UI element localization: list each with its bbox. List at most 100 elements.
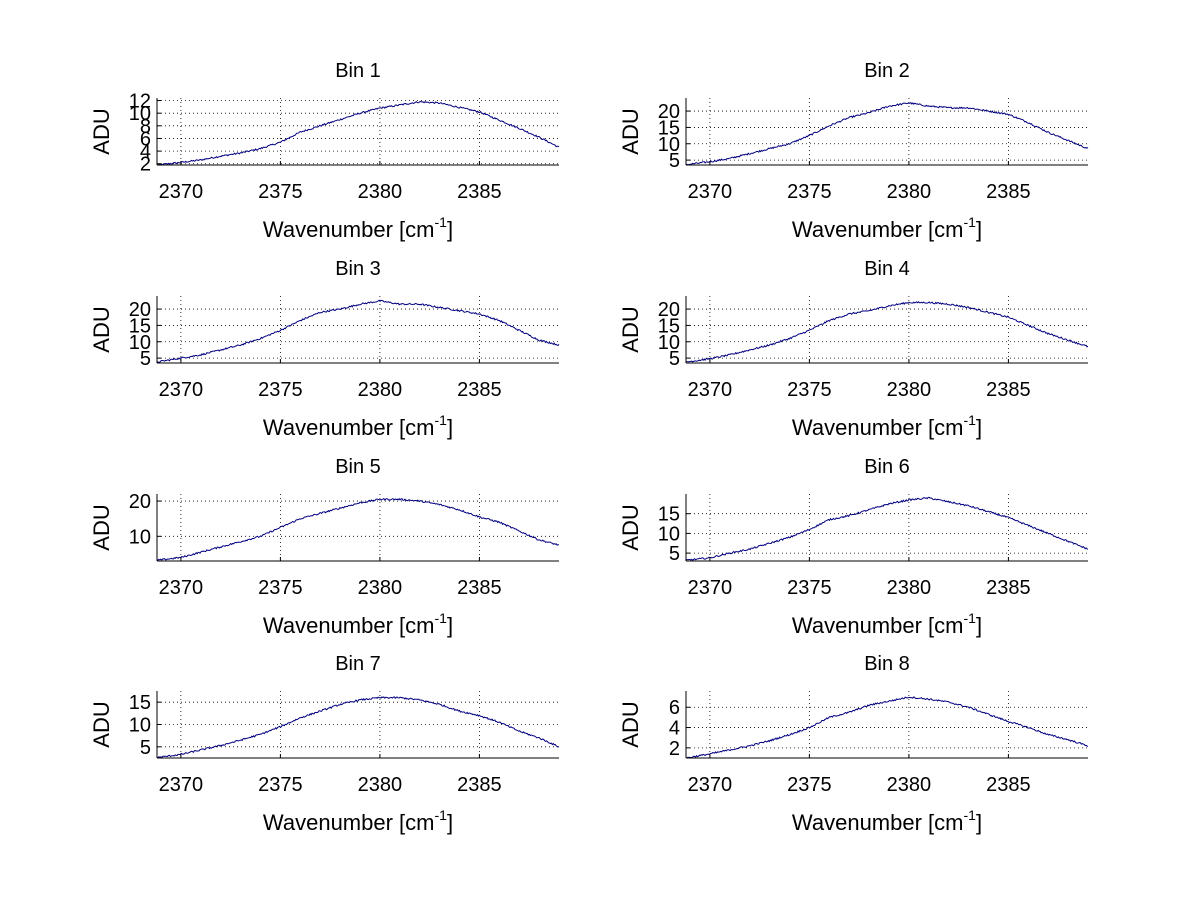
y-tick-label: 15 [658, 117, 680, 139]
panel-title: Bin 8 [864, 653, 910, 675]
x-tick-label: 2370 [688, 774, 733, 796]
series-line [685, 102, 1089, 166]
panel-title: Bin 4 [864, 258, 910, 280]
x-axis-label-text: Wavenumber [cm [792, 415, 964, 440]
x-axis-label: Wavenumber [cm-1] [263, 214, 453, 242]
y-axis-label: ADU [618, 701, 643, 747]
y-axis-label: ADU [89, 108, 114, 154]
x-axis-label-superscript: -1 [964, 412, 977, 428]
x-axis-label: Wavenumber [cm-1] [263, 807, 453, 835]
panel-title: Bin 2 [864, 60, 910, 82]
x-tick-label: 2375 [787, 577, 832, 599]
x-axis-label-suffix: ] [976, 810, 982, 835]
y-tick-label: 6 [140, 128, 151, 150]
x-tick-label: 2380 [358, 181, 403, 203]
panel-bin-5: Bin 5 2370 2375 2380 2385 10 20 ADU Wavenumber [… [89, 456, 560, 638]
y-axis-label: ADU [618, 108, 643, 154]
panel-title: Bin 7 [335, 653, 381, 675]
x-axis-label-text: Wavenumber [cm [263, 415, 435, 440]
x-tick-label: 2380 [887, 181, 932, 203]
y-axis-label: ADU [89, 306, 114, 352]
x-tick-label: 2375 [787, 774, 832, 796]
panel-title: Bin 6 [864, 456, 910, 478]
y-tick-label: 5 [669, 348, 680, 370]
x-tick-label: 2375 [787, 379, 832, 401]
x-axis-label: Wavenumber [cm-1] [792, 807, 982, 835]
y-tick-label: 15 [129, 692, 151, 714]
series-line [685, 301, 1089, 363]
x-axis-label-superscript: -1 [964, 214, 977, 230]
y-tick-label: 15 [129, 315, 151, 337]
y-tick-label: 5 [140, 348, 151, 370]
y-axis-label: ADU [89, 504, 114, 550]
x-tick-label: 2380 [358, 774, 403, 796]
x-tick-label: 2380 [887, 774, 932, 796]
series-line [686, 696, 1089, 759]
x-axis-label-text: Wavenumber [cm [792, 810, 964, 835]
y-tick-label: 20 [658, 101, 680, 123]
x-tick-label: 2385 [457, 181, 502, 203]
x-tick-label: 2385 [986, 379, 1031, 401]
x-axis-label-superscript: -1 [435, 412, 448, 428]
x-tick-label: 2375 [258, 181, 303, 203]
y-tick-label: 2 [669, 738, 680, 760]
x-axis-label: Wavenumber [cm-1] [263, 610, 453, 638]
x-axis-label-suffix: ] [447, 217, 453, 242]
x-axis-label-superscript: -1 [964, 610, 977, 626]
x-axis-label-text: Wavenumber [cm [792, 217, 964, 242]
series-line [156, 100, 560, 166]
x-axis-label-suffix: ] [447, 810, 453, 835]
y-tick-label: 10 [658, 523, 680, 545]
x-axis-label-suffix: ] [976, 415, 982, 440]
x-axis-label-superscript: -1 [964, 807, 977, 823]
x-tick-label: 2370 [688, 181, 733, 203]
y-axis-label: ADU [89, 701, 114, 747]
y-tick-label: 20 [129, 491, 151, 513]
x-tick-label: 2375 [258, 774, 303, 796]
x-axis-label: Wavenumber [cm-1] [263, 412, 453, 440]
x-tick-label: 2385 [457, 774, 502, 796]
y-tick-label: 5 [669, 543, 680, 565]
series-line [156, 497, 560, 561]
y-tick-label: 6 [669, 697, 680, 719]
y-tick-label: 5 [140, 737, 151, 759]
y-tick-label: 10 [658, 332, 680, 354]
y-tick-label: 20 [658, 299, 680, 321]
x-axis-label-superscript: -1 [435, 214, 448, 230]
x-tick-label: 2385 [986, 774, 1031, 796]
x-tick-label: 2370 [159, 774, 204, 796]
x-tick-label: 2385 [457, 577, 502, 599]
x-tick-label: 2385 [986, 577, 1031, 599]
y-tick-label: 2 [140, 154, 151, 176]
x-axis-label-text: Wavenumber [cm [263, 613, 435, 638]
x-axis-label-superscript: -1 [435, 807, 448, 823]
x-tick-label: 2380 [887, 379, 932, 401]
y-tick-label: 8 [140, 116, 151, 138]
x-tick-label: 2370 [159, 379, 204, 401]
x-axis-label-text: Wavenumber [cm [263, 810, 435, 835]
panel-bin-8: Bin 8 2370 2375 2380 2385 246 ADU Wavenumber [c… [618, 653, 1089, 835]
y-tick-label: 10 [658, 134, 680, 156]
y-tick-label: 5 [669, 150, 680, 172]
x-axis-label-text: Wavenumber [cm [792, 613, 964, 638]
y-tick-label: 15 [658, 315, 680, 337]
y-tick-label: 15 [658, 504, 680, 526]
y-tick-label: 20 [129, 299, 151, 321]
y-tick-label: 10 [129, 526, 151, 548]
x-axis-label-suffix: ] [976, 217, 982, 242]
series-line [156, 299, 560, 363]
x-tick-label: 2370 [159, 577, 204, 599]
y-axis-label: ADU [618, 306, 643, 352]
panel-title: Bin 1 [335, 60, 381, 82]
x-tick-label: 2380 [887, 577, 932, 599]
x-tick-label: 2380 [358, 577, 403, 599]
x-axis-label-suffix: ] [447, 415, 453, 440]
x-tick-label: 2375 [258, 379, 303, 401]
panel-title: Bin 5 [335, 456, 381, 478]
x-tick-label: 2375 [258, 577, 303, 599]
